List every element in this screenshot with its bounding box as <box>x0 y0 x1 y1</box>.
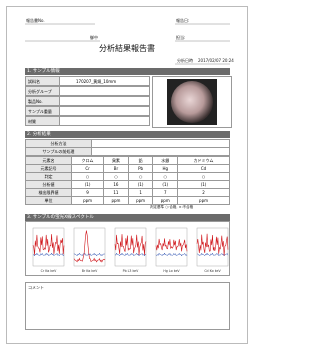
info-row: 材質 <box>25 116 150 126</box>
table-cell: カドミウム <box>178 157 230 165</box>
table-cell: ppm <box>178 197 230 205</box>
table-cell: ○ <box>128 173 153 181</box>
table-cell: 16 <box>104 181 129 189</box>
table-row: 分析値(1)16(1)(1)(1) <box>26 181 230 189</box>
table-cell: 臭素 <box>104 157 129 165</box>
table-cell: (1) <box>178 181 230 189</box>
table-cell: ppm <box>72 197 104 205</box>
table-cell: ○ <box>104 173 129 181</box>
section-header: 3. サンプルの蛍光X線スペクトル <box>25 214 230 221</box>
info-row: 製品No. <box>25 96 150 106</box>
spectrum-axis-label: Br Kα keV <box>82 269 98 273</box>
table-cell: 9 <box>72 189 104 197</box>
analysis-date-label: 分析日時 <box>177 59 193 63</box>
report-page: 報告書No. 報告日: 御中 担当: 分析結果報告書 分析日時 2017/02/… <box>0 0 254 350</box>
spectrum-axis-label: Cr Kα keV <box>41 269 57 273</box>
person-label: 担当: <box>176 36 185 40</box>
info-label: サンプル重量 <box>26 107 60 115</box>
comment-box: コメント <box>25 282 230 330</box>
client-suffix: 御中 <box>90 36 98 40</box>
table-row: 判定○○○○○ <box>26 173 230 181</box>
table-cell: 判定 <box>26 173 72 181</box>
info-value: 170207_黄銅_10mm <box>76 77 116 86</box>
table-cell: 7 <box>153 189 178 197</box>
table-cell: ppm <box>104 197 129 205</box>
judgement-note: 判定基準 ○:合格, ×:不合格 <box>150 206 193 210</box>
spectrum-axis-label: Hg Lα keV <box>163 269 180 273</box>
table-cell: Br <box>104 165 129 173</box>
spectra: Cr Kα keV Br Kα keV Pb L3 keV Hg Lα keV Cd K… <box>26 222 231 277</box>
info-label: 製品No. <box>26 97 60 105</box>
table-cell: クロム <box>72 157 104 165</box>
method-label: 分析方法 <box>26 140 92 148</box>
table-cell: 元素名 <box>26 157 72 165</box>
table-cell: 11 <box>104 189 129 197</box>
table-cell: 元素記号 <box>26 165 72 173</box>
table-cell: (1) <box>153 181 178 189</box>
table-cell: 1 <box>128 189 153 197</box>
sample-photo <box>153 77 231 127</box>
table-cell: (1) <box>72 181 104 189</box>
table-row: 元素名クロム臭素鉛水銀カドミウム <box>26 157 230 165</box>
spectrum-plot <box>33 228 64 266</box>
method-table: 分析方法 サンプルの前処理 <box>25 139 230 156</box>
table-cell: Cr <box>72 165 104 173</box>
info-label: 試料名 <box>26 77 60 85</box>
table-cell: Pb <box>128 165 153 173</box>
table-cell: 単位 <box>26 197 72 205</box>
spectrum-axis-label: Cd Kα keV <box>204 269 221 273</box>
table-cell: ○ <box>153 173 178 181</box>
table-cell: ○ <box>178 173 230 181</box>
table-cell: 検出限界値 <box>26 189 72 197</box>
info-row: 分析グループ <box>25 86 150 96</box>
table-cell: 分析値 <box>26 181 72 189</box>
prep-label: サンプルの前処理 <box>26 148 92 156</box>
table-cell: ○ <box>72 173 104 181</box>
table-cell: 2 <box>178 189 230 197</box>
sample-photo-frame <box>152 76 232 128</box>
section-header: 1. サンプル情報 <box>25 68 230 75</box>
info-label: 分析グループ <box>26 87 60 95</box>
section-header: 2. 分析結果 <box>25 131 230 138</box>
report-title: 分析結果報告書 <box>0 45 254 53</box>
analysis-date: 2017/02/07 20:24 <box>198 59 234 63</box>
info-row: サンプル重量 <box>25 106 150 116</box>
table-cell: ppm <box>153 197 178 205</box>
info-row: 試料名 170207_黄銅_10mm <box>25 76 150 86</box>
comment-label: コメント <box>28 286 44 290</box>
spectrum-axis-label: Pb L3 keV <box>123 269 139 273</box>
table-cell: (1) <box>128 181 153 189</box>
table-cell: 鉛 <box>128 157 153 165</box>
table-cell: Hg <box>153 165 178 173</box>
table-cell: ppm <box>128 197 153 205</box>
spectra-box: Cr Kα keV Br Kα keV Pb L3 keV Hg Lα keV Cd K… <box>25 221 230 276</box>
info-label: 材質 <box>26 117 60 125</box>
table-cell: 水銀 <box>153 157 178 165</box>
table-cell: Cd <box>178 165 230 173</box>
report-date-label: 報告日: <box>176 19 189 23</box>
report-no-label: 報告書No. <box>26 19 45 23</box>
